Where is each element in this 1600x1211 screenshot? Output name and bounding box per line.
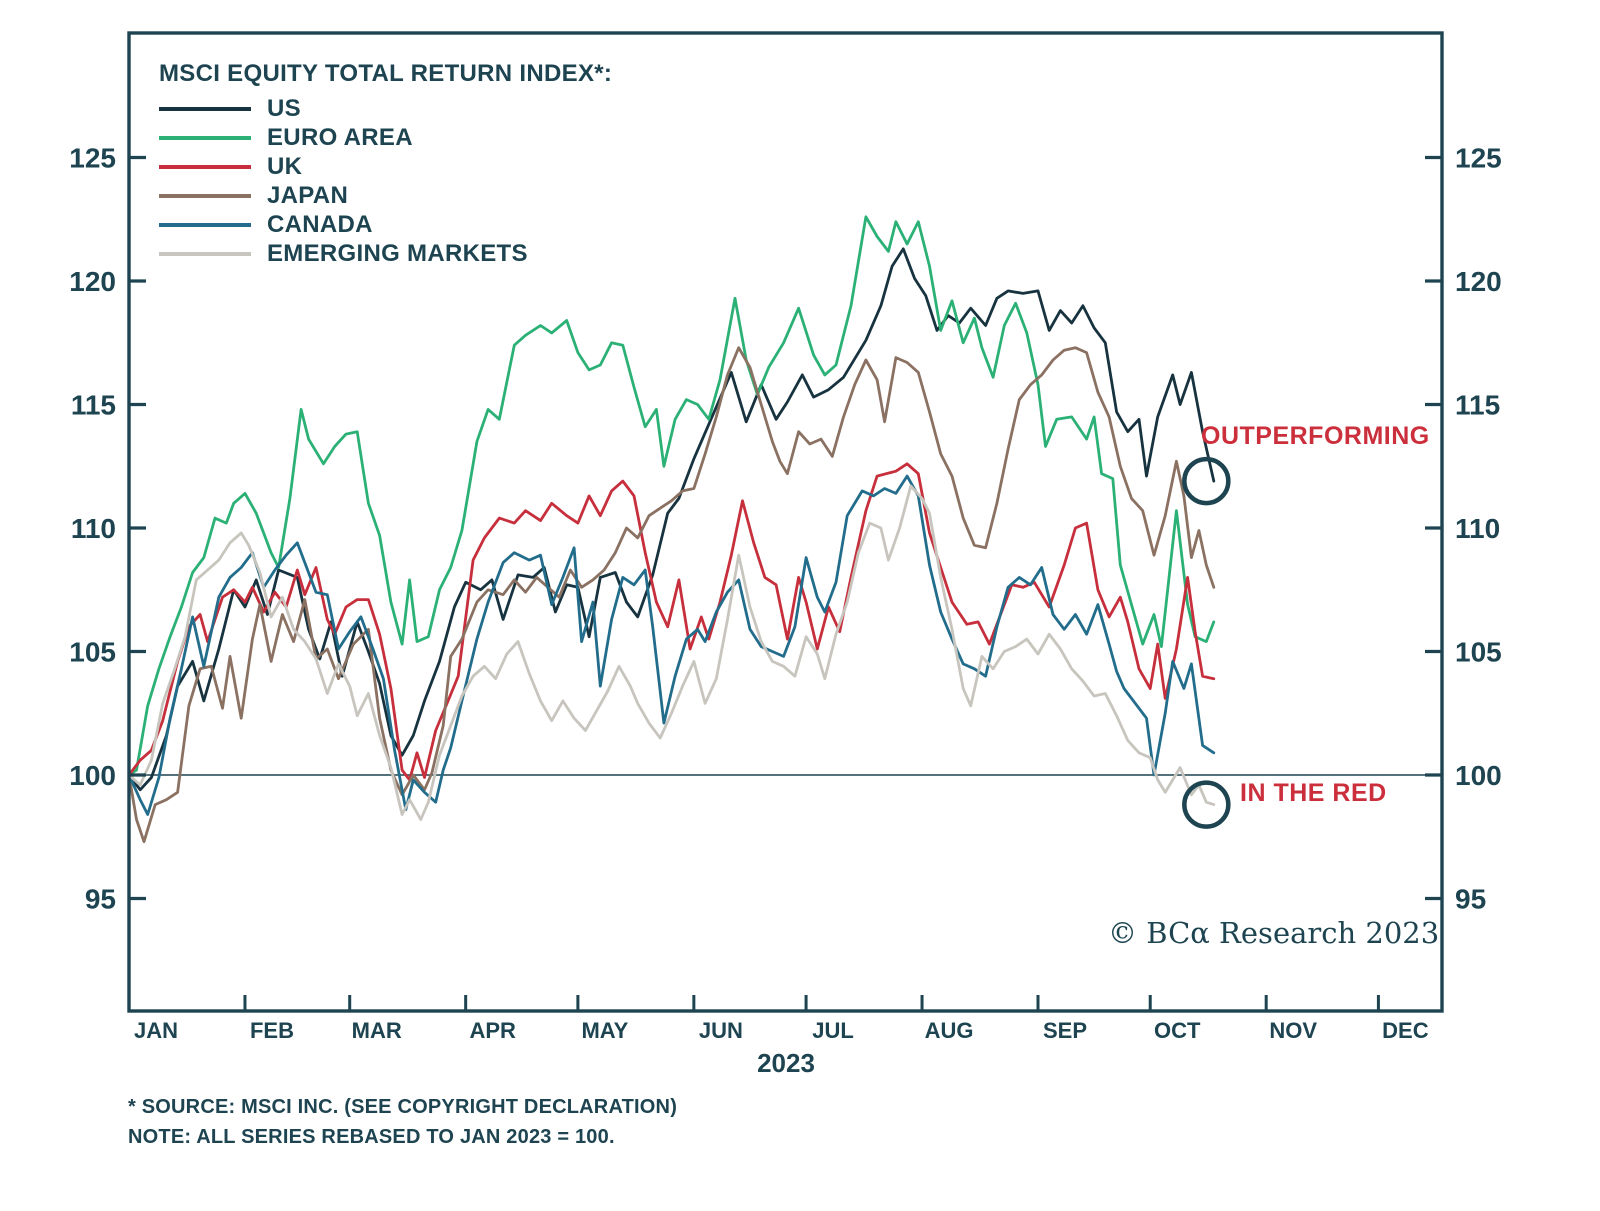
series-line-japan: [127, 346, 1216, 844]
copyright-text: © BCα Research 2023: [1108, 916, 1440, 950]
legend-swatch-line: [159, 222, 251, 227]
series-line-euro-area: [127, 215, 1216, 777]
x-tick-label-month: APR: [469, 1018, 516, 1043]
y-tick-label-right: 100: [1455, 760, 1502, 791]
legend-label: UK: [267, 152, 303, 180]
series-line-us: [127, 247, 1216, 792]
legend-item-uk: UK: [159, 152, 612, 181]
series-line-canada: [127, 474, 1216, 816]
plot-border: [127, 31, 1444, 1013]
legend: MSCI EQUITY TOTAL RETURN INDEX*: US EURO …: [159, 60, 612, 268]
footnotes: * SOURCE: MSCI INC. (SEE COPYRIGHT DECLA…: [128, 1092, 677, 1152]
annotation-circle-in-the-red: [1182, 780, 1231, 829]
legend-swatch-line: [159, 251, 251, 256]
y-tick-label-left: 95: [85, 884, 116, 915]
y-tick-label-right: 95: [1455, 884, 1486, 915]
x-axis-year-label: 2023: [757, 1048, 815, 1078]
legend-swatch-line: [159, 193, 251, 198]
x-tick-label-month: AUG: [925, 1018, 974, 1043]
annotation-outperforming: OUTPERFORMING: [1201, 422, 1430, 450]
x-tick-label-month: MAY: [581, 1018, 628, 1043]
x-tick-label-month: OCT: [1154, 1018, 1201, 1043]
annotation-circle-outperforming: [1182, 456, 1231, 506]
legend-item-euro-area: EURO AREA: [159, 123, 612, 152]
legend-label: CANADA: [267, 210, 373, 238]
y-tick-label-left: 105: [69, 637, 116, 668]
footnote-note: NOTE: ALL SERIES REBASED TO JAN 2023 = 1…: [128, 1126, 615, 1148]
y-tick-label-right: 110: [1455, 513, 1500, 544]
x-tick-label-month: NOV: [1269, 1018, 1317, 1043]
x-tick-label-month: FEB: [250, 1018, 294, 1043]
footnote-source: * SOURCE: MSCI INC. (SEE COPYRIGHT DECLA…: [128, 1096, 678, 1118]
x-tick-label-month: SEP: [1043, 1018, 1087, 1043]
y-tick-label-left: 110: [71, 513, 116, 544]
x-tick-label-month: DEC: [1382, 1018, 1429, 1043]
y-tick-label-right: 125: [1455, 143, 1502, 174]
legend-item-emerging-markets: EMERGING MARKETS: [159, 239, 612, 268]
legend-label: EMERGING MARKETS: [267, 239, 528, 267]
legend-swatch-line: [159, 106, 251, 111]
legend-swatch-line: [159, 135, 251, 140]
legend-label: EURO AREA: [267, 123, 413, 151]
legend-rows: US EURO AREA UK JAPAN CANADA EMERGING MARKETS: [159, 94, 612, 268]
y-tick-label-right: 105: [1455, 637, 1502, 668]
y-tick-label-right: 120: [1455, 266, 1502, 297]
y-tick-label-left: 100: [69, 760, 116, 791]
legend-item-japan: JAPAN: [159, 181, 612, 210]
x-tick-label-month: JAN: [134, 1018, 178, 1043]
series-line-emerging-markets: [127, 484, 1216, 821]
legend-swatch-line: [159, 164, 251, 169]
x-tick-label-month: JUL: [812, 1018, 854, 1043]
legend-item-canada: CANADA: [159, 210, 612, 239]
x-tick-label-month: JUN: [699, 1018, 743, 1043]
annotation-in-the-red: IN THE RED: [1240, 779, 1387, 807]
y-tick-label-left: 125: [69, 143, 116, 174]
y-tick-label-left: 115: [71, 390, 116, 421]
series-line-uk: [127, 462, 1216, 782]
legend-label: US: [267, 94, 301, 122]
y-tick-label-right: 115: [1455, 390, 1500, 421]
legend-label: JAPAN: [267, 181, 349, 209]
x-tick-label-month: MAR: [352, 1018, 402, 1043]
y-tick-label-left: 120: [69, 266, 116, 297]
legend-item-us: US: [159, 94, 612, 123]
chart-title: MSCI EQUITY TOTAL RETURN INDEX*:: [159, 60, 613, 87]
